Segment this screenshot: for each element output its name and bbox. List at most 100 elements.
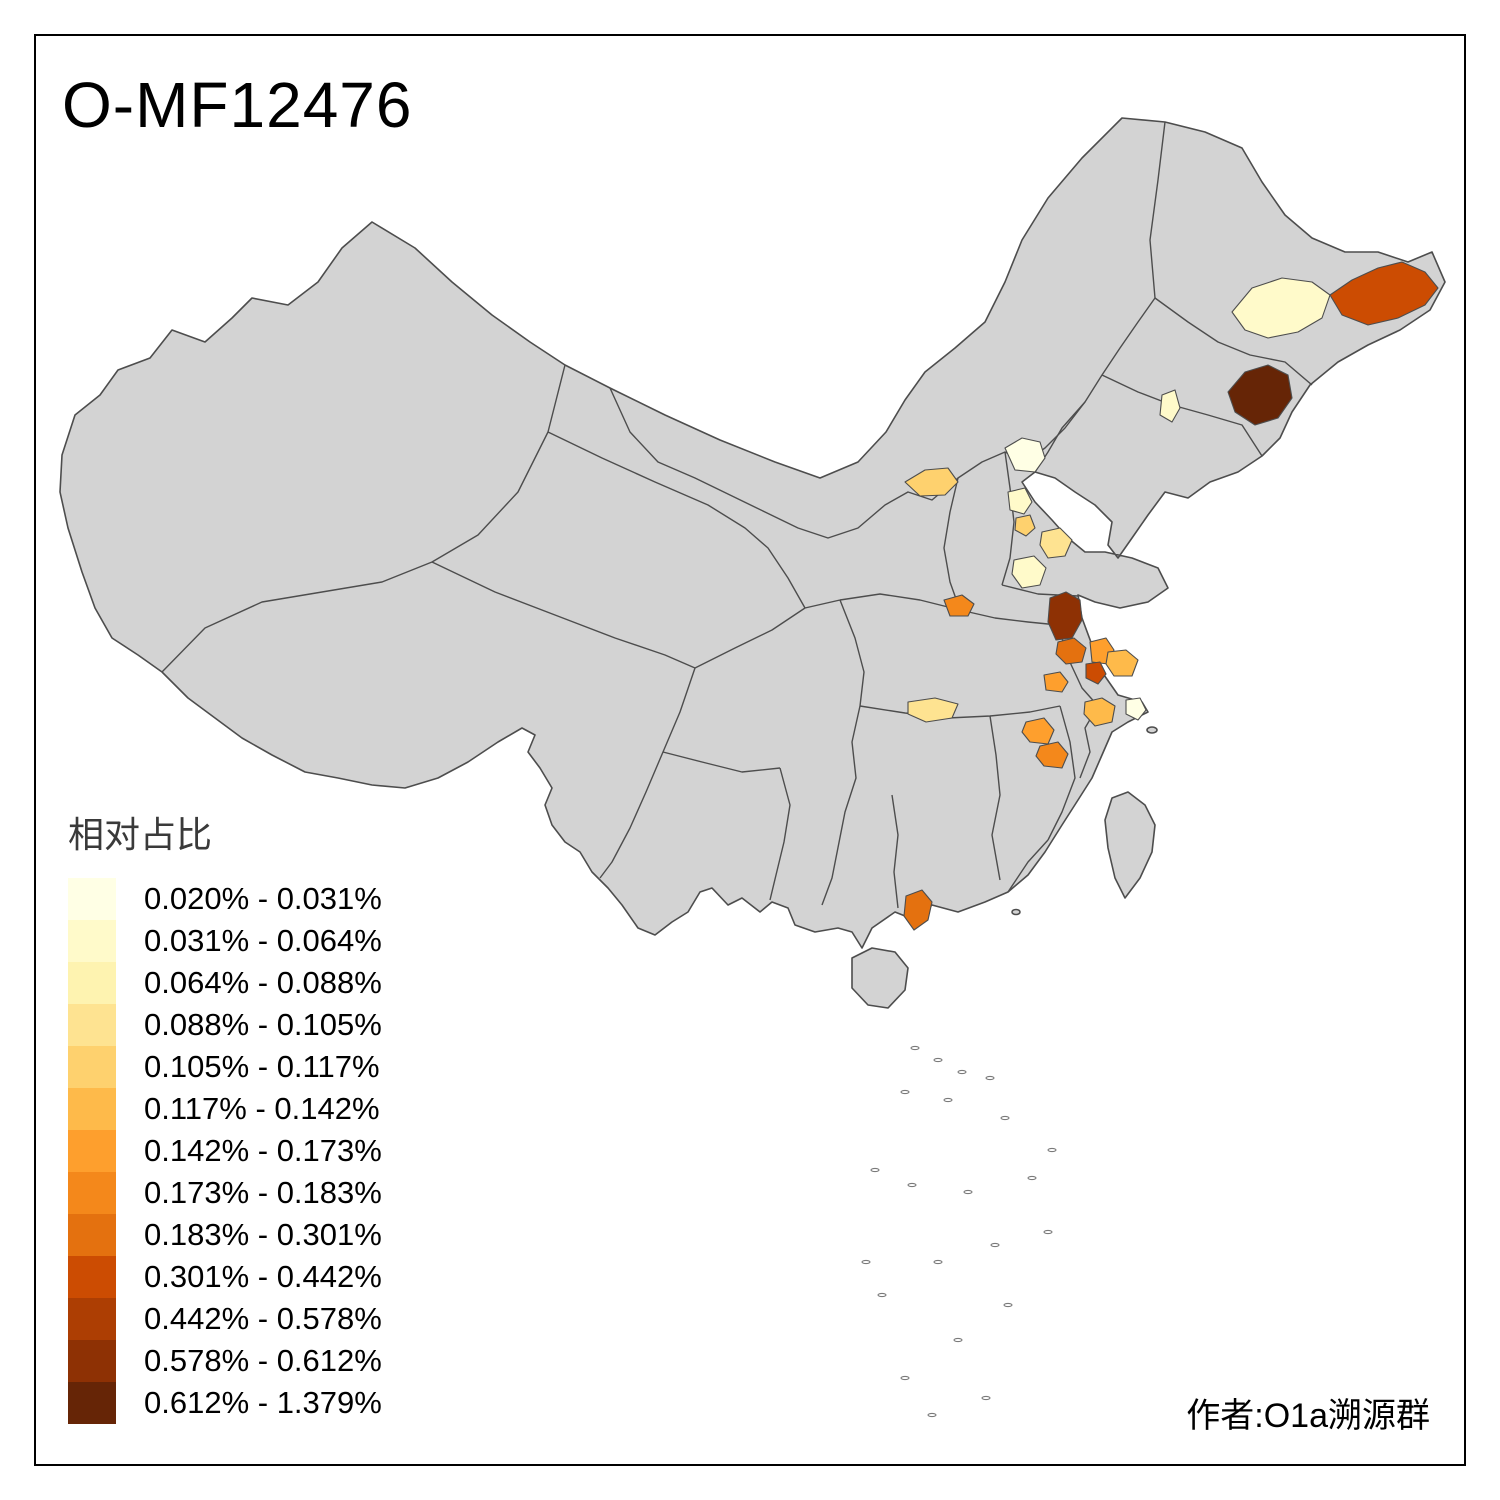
islet <box>861 1259 871 1265</box>
islet <box>943 1097 953 1103</box>
legend-swatch <box>68 1340 116 1382</box>
region-henan-east <box>1011 555 1047 589</box>
china-mainland <box>59 117 1446 949</box>
islet <box>985 1075 995 1081</box>
legend-swatch <box>68 1298 116 1340</box>
islet <box>1047 1147 1057 1153</box>
islet <box>963 1189 973 1195</box>
border-sichuan-guizhou <box>662 751 781 773</box>
region-guangdong-west <box>903 889 933 931</box>
legend-row: 0.578% - 0.612% <box>68 1340 382 1382</box>
legend-swatch <box>68 1046 116 1088</box>
legend-label: 0.142% - 0.173% <box>144 1133 382 1168</box>
region-jiangsu-south <box>1105 649 1139 677</box>
legend-title: 相对占比 <box>68 814 213 855</box>
region-jilin-east <box>1227 364 1293 426</box>
page-title: O-MF12476 <box>62 69 413 141</box>
border-chongqing-hubei <box>839 599 865 707</box>
legend-swatch <box>68 1382 116 1424</box>
region-shaanxi-central <box>943 594 975 617</box>
border-jilin-liaoning <box>1101 374 1263 457</box>
islet <box>900 1375 910 1381</box>
islet <box>1000 1115 1010 1121</box>
islet <box>957 1069 967 1075</box>
legend: 相对占比 0.020% - 0.031% 0.031% - 0.064% 0.0… <box>68 806 382 1424</box>
legend-label: 0.105% - 0.117% <box>144 1049 380 1084</box>
region-zhejiang-north <box>1083 697 1116 727</box>
region-hubei-east <box>1043 671 1069 693</box>
border-hunan-jiangxi <box>989 715 1001 881</box>
legend-label: 0.020% - 0.031% <box>144 881 382 916</box>
region-heilongjiang-central <box>1231 277 1331 339</box>
legend-label: 0.117% - 0.142% <box>144 1091 380 1126</box>
province-borders <box>161 121 1313 909</box>
islet <box>910 1045 920 1051</box>
legend-swatch <box>68 962 116 1004</box>
border-tibet-east <box>599 667 696 879</box>
border-gansu-north <box>547 431 806 609</box>
region-hebei-central <box>1007 487 1033 515</box>
border-shanxi-west <box>943 477 961 611</box>
border-qinghai-tibet <box>431 561 696 669</box>
legend-label: 0.183% - 0.301% <box>144 1217 382 1252</box>
legend-label: 0.173% - 0.183% <box>144 1175 382 1210</box>
legend-row: 0.031% - 0.064% <box>68 920 382 962</box>
border-heilongjiang-jilin <box>1154 297 1313 386</box>
landmass-group <box>59 117 1446 1009</box>
region-jiangsu-central <box>1055 637 1087 665</box>
legend-row: 0.183% - 0.301% <box>68 1214 382 1256</box>
region-jiangxi-northwest <box>1035 741 1069 769</box>
legend-swatch <box>68 1004 116 1046</box>
legend-row: 0.442% - 0.578% <box>68 1298 382 1340</box>
border-guizhou-guangxi <box>769 767 791 901</box>
border-guangdong-guangxi <box>891 794 899 909</box>
border-shaanxi-qinling <box>839 593 961 611</box>
region-hubei-west <box>907 697 959 723</box>
region-heilongjiang-east <box>1329 261 1439 326</box>
legend-row: 0.301% - 0.442% <box>68 1256 382 1298</box>
legend-label: 0.578% - 0.612% <box>144 1343 382 1378</box>
legend-swatch <box>68 1214 116 1256</box>
coastal-islet <box>1011 908 1021 916</box>
legend-row: 0.105% - 0.117% <box>68 1046 382 1088</box>
border-qinghai-sichuan <box>694 599 841 669</box>
border-jiangxi-fujian <box>1047 705 1076 841</box>
islet <box>900 1089 910 1095</box>
islet <box>1027 1175 1037 1181</box>
region-hebei-south <box>1014 514 1036 537</box>
legend-swatch <box>68 1256 116 1298</box>
region-anhui-central <box>1085 661 1107 685</box>
region-jiangsu-north <box>1047 591 1083 641</box>
border-shanxi-east <box>1001 451 1015 586</box>
region-shandong-west <box>1039 527 1073 559</box>
south-china-sea-islets <box>861 1045 1057 1418</box>
islet <box>990 1242 1000 1248</box>
legend-row: 0.020% - 0.031% <box>68 878 382 920</box>
legend-row: 0.173% - 0.183% <box>68 1172 382 1214</box>
border-xinjiang <box>161 364 566 673</box>
legend-label: 0.088% - 0.105% <box>144 1007 382 1042</box>
plot-frame <box>34 34 1466 1466</box>
islet <box>953 1337 963 1343</box>
region-shanghai <box>1125 697 1147 721</box>
hainan-island <box>851 947 909 1009</box>
islet <box>933 1057 943 1063</box>
legend-items: 0.020% - 0.031% 0.031% - 0.064% 0.064% -… <box>68 878 382 1424</box>
taiwan-island <box>1104 791 1156 899</box>
zhoushan-island <box>1146 726 1158 734</box>
islet <box>1043 1229 1053 1235</box>
legend-label: 0.301% - 0.442% <box>144 1259 382 1294</box>
legend-label: 0.031% - 0.064% <box>144 923 382 958</box>
legend-swatch <box>68 1088 116 1130</box>
legend-swatch <box>68 878 116 920</box>
legend-row: 0.142% - 0.173% <box>68 1130 382 1172</box>
legend-label: 0.442% - 0.578% <box>144 1301 382 1336</box>
legend-swatch <box>68 1172 116 1214</box>
border-neimenggu-south <box>609 297 1156 539</box>
islet <box>907 1182 917 1188</box>
region-beijing-area <box>1004 437 1046 473</box>
islet <box>981 1395 991 1401</box>
legend-row: 0.612% - 1.379% <box>68 1382 382 1424</box>
